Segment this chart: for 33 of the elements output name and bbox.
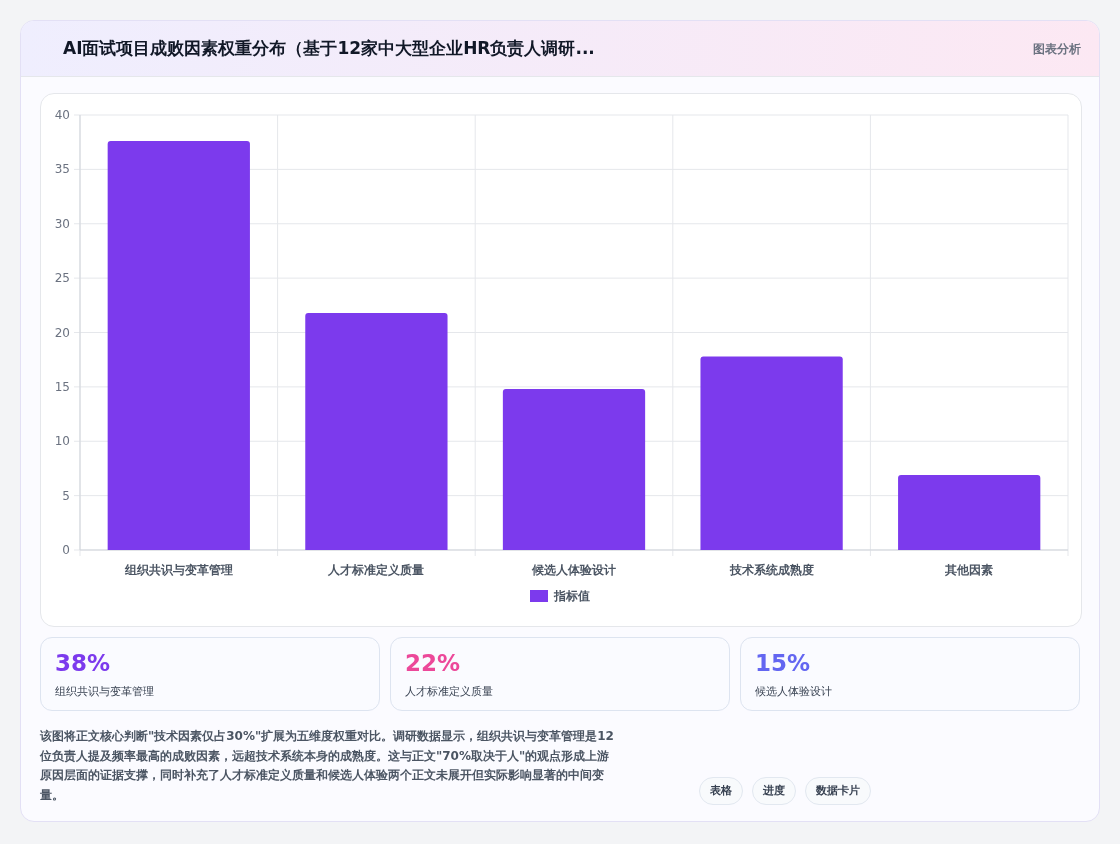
text: 表格 bbox=[699, 777, 743, 805]
text: 数据卡片 bbox=[805, 777, 871, 805]
y-tick-label: 25 bbox=[54, 271, 70, 286]
x-tick-label: 组织共识与变革管理 bbox=[123, 563, 233, 577]
text: 15% bbox=[755, 650, 811, 676]
bar bbox=[107, 141, 250, 550]
text: 该图将正文核心判断"技术因素仅占30%"扩展为五维度权重对比。调研数据显示，组织共识与变革管理是12位负责人提及频率最高的成败因素，远超技术系统本身的成熟度。这与正文"70%取决于人"的观点形成上游原因层面的证据支撑，同时补充了人才标准定义质量和候选人体验两个正文未展开但实际影响显著的中间变量。 bbox=[40, 728, 615, 804]
x-tick-label: 其他因素 bbox=[944, 563, 994, 577]
y-tick-label: 30 bbox=[54, 216, 70, 231]
text: 38% bbox=[55, 650, 111, 676]
text: 组织共识与变革管理 bbox=[55, 684, 154, 699]
text: 图表分析 bbox=[1033, 41, 1081, 58]
text: 人才标准定义质量 bbox=[405, 684, 493, 699]
x-tick-label: 人才标准定义质量 bbox=[327, 563, 425, 577]
text: 22% bbox=[405, 650, 461, 676]
y-tick-label: 0 bbox=[62, 543, 70, 557]
text: 进度 bbox=[752, 777, 796, 805]
y-tick-label: 15 bbox=[54, 379, 70, 394]
bar bbox=[502, 389, 646, 550]
x-tick-label: 候选人体验设计 bbox=[531, 563, 616, 577]
legend: 指标值 bbox=[530, 589, 590, 603]
y-tick-label: 20 bbox=[54, 325, 70, 340]
legend-label: 指标值 bbox=[553, 589, 590, 603]
y-tick-label: 40 bbox=[54, 108, 70, 122]
x-tick-label: 技术系统成熟度 bbox=[728, 563, 814, 577]
bar bbox=[305, 312, 448, 550]
y-tick-label: 10 bbox=[54, 434, 70, 449]
text: 候选人体验设计 bbox=[755, 684, 832, 699]
chart-title: AI面试项目成败因素权重分布（基于12家中大型企业HR负责人调研... bbox=[63, 37, 595, 60]
bar bbox=[898, 474, 1041, 550]
y-tick-label: 5 bbox=[62, 488, 70, 503]
bar bbox=[700, 356, 843, 550]
y-tick-label: 35 bbox=[54, 162, 70, 177]
